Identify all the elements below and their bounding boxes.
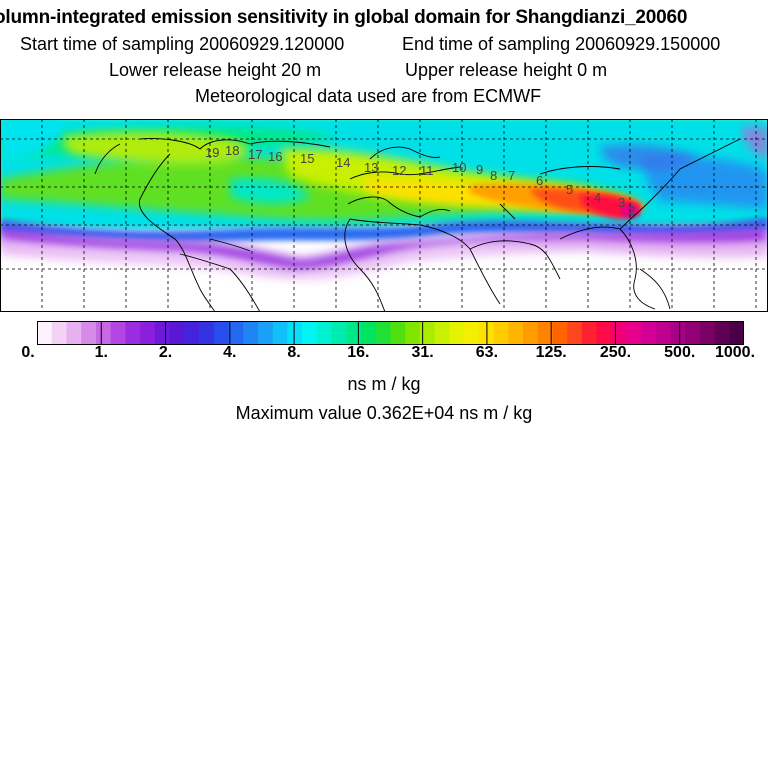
colorbar-swatch	[714, 321, 730, 345]
trajectory-label: 13	[364, 160, 378, 175]
colorbar-swatch	[464, 321, 480, 345]
colorbar-swatch	[685, 321, 701, 345]
emission-sensitivity-map: 19 18 17 16 15 14 13 12 11 10 9 8 7 6 5 …	[0, 119, 768, 312]
colorbar-swatch	[125, 321, 141, 345]
sampling-end-time: End time of sampling 20060929.150000	[402, 34, 721, 54]
colorbar-swatch	[257, 321, 274, 345]
colorbar-tick-label: 8.	[287, 344, 301, 361]
trajectory-label: 5	[566, 182, 573, 197]
trajectory-label: 3	[618, 195, 625, 210]
colorbar-swatch	[213, 321, 230, 345]
colorbar-swatch	[419, 321, 436, 345]
trajectory-label: 6	[536, 173, 543, 188]
trajectory-label: 15	[300, 151, 314, 166]
colorbar-swatch	[449, 321, 465, 345]
colorbar-swatch	[110, 321, 126, 345]
colorbar-tick-label: 63.	[475, 344, 499, 361]
colorbar	[37, 321, 744, 345]
colorbar-swatch	[523, 321, 539, 345]
colorbar-swatch	[405, 321, 421, 345]
colorbar-swatch	[66, 321, 82, 345]
sampling-start-time: Start time of sampling 20060929.120000	[20, 34, 345, 54]
trajectory-label: 11	[420, 163, 434, 178]
plot-title: olumn-integrated emission sensitivity in…	[0, 7, 688, 28]
colorbar-swatch	[272, 321, 288, 345]
colorbar-swatch	[331, 321, 347, 345]
colorbar-swatch	[37, 321, 53, 345]
colorbar-swatch	[375, 321, 392, 345]
colorbar-tick-label: 31.	[411, 344, 434, 361]
trajectory-label: 17	[248, 147, 262, 162]
colorbar-swatch	[434, 321, 451, 345]
colorbar-swatch	[361, 321, 377, 345]
trajectory-labels: 19 18 17 16 15 14 13 12 11 10 9 8 7 6 5 …	[205, 143, 635, 218]
colorbar-swatch	[670, 321, 686, 345]
trajectory-label: 12	[392, 163, 406, 178]
colorbar-tick-label: 0.	[21, 344, 35, 361]
meteorological-data-source: Meteorological data used are from ECMWF	[195, 86, 542, 106]
colorbar-swatch	[302, 321, 318, 345]
colorbar-swatch	[140, 321, 156, 345]
colorbar-frame	[37, 321, 744, 345]
trajectory-label: 19	[205, 145, 219, 160]
colorbar-swatch	[567, 321, 583, 345]
colorbar-tick-label: 16.	[347, 344, 370, 361]
trajectory-label: 18	[225, 143, 239, 158]
colorbar-swatch	[169, 321, 185, 345]
colorbar-swatch	[346, 321, 362, 345]
colorbar-swatch	[390, 321, 406, 345]
colorbar-swatch	[95, 321, 112, 345]
colorbar-swatch	[626, 321, 642, 345]
trajectory-label: 7	[508, 168, 515, 183]
colorbar-swatch	[199, 321, 215, 345]
colorbar-tick-label: 1.	[94, 344, 108, 361]
colorbar-swatch	[228, 321, 244, 345]
colorbar-tick-label: 500.	[664, 344, 696, 361]
colorbar-swatch	[508, 321, 524, 345]
colorbar-swatch	[316, 321, 333, 345]
colorbar-tick-label: 250.	[599, 344, 632, 361]
upper-release-height: Upper release height 0 m	[405, 60, 608, 80]
colorbar-tick-label: 1000.	[714, 344, 756, 361]
colorbar-swatch	[611, 321, 627, 345]
colorbar-tick-label: 4.	[223, 344, 237, 361]
trajectory-label: 10	[452, 160, 466, 175]
colorbar-swatch	[287, 321, 303, 345]
colorbar-swatch	[51, 321, 68, 345]
maximum-value: Maximum value 0.362E+04 ns m / kg	[235, 403, 533, 423]
colorbar-swatch	[640, 321, 657, 345]
colorbar-swatch	[81, 321, 97, 345]
colorbar-swatch	[243, 321, 259, 345]
trajectory-label: 14	[336, 155, 350, 170]
trajectory-label: 2	[628, 203, 635, 218]
graticule	[0, 119, 768, 312]
colorbar-tick-label: 2.	[158, 344, 173, 361]
colorbar-swatch	[581, 321, 598, 345]
colorbar-swatch	[596, 321, 613, 345]
colorbar-swatch	[655, 321, 671, 345]
colorbar-swatch	[493, 321, 509, 345]
trajectory-label: 16	[268, 149, 282, 164]
colorbar-swatch	[552, 321, 568, 345]
colorbar-tick-label: 125.	[535, 344, 567, 361]
coastlines	[94, 138, 741, 312]
colorbar-swatch	[154, 321, 171, 345]
trajectory-label: 4	[594, 190, 601, 205]
lower-release-height: Lower release height 20 m	[109, 60, 322, 80]
colorbar-swatch	[184, 321, 200, 345]
colorbar-units: ns m / kg	[347, 374, 421, 394]
colorbar-swatch	[729, 321, 744, 345]
colorbar-swatch	[699, 321, 716, 345]
trajectory-label: 8	[490, 168, 497, 183]
colorbar-swatch	[537, 321, 554, 345]
trajectory-label: 9	[476, 162, 483, 177]
